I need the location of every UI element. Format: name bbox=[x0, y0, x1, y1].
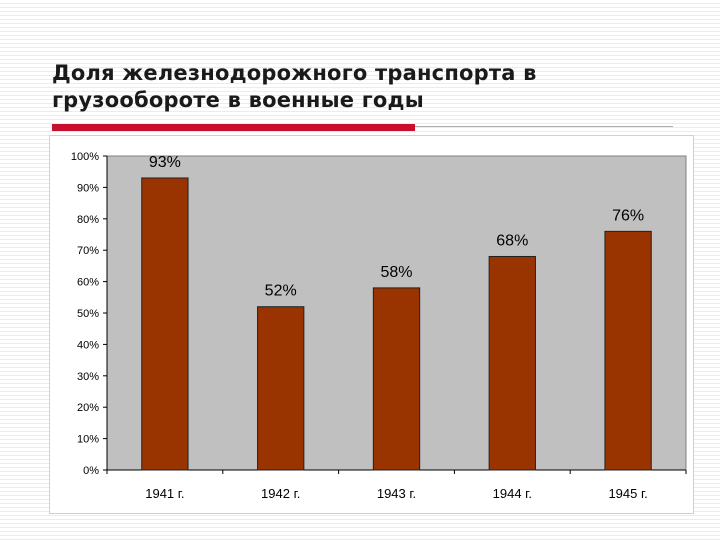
bar bbox=[372, 287, 421, 471]
bar bbox=[604, 230, 652, 471]
x-category-label: 1944 г. bbox=[493, 486, 532, 501]
bar bbox=[257, 306, 305, 471]
y-tick-label: 50% bbox=[77, 308, 99, 320]
slide-title-line-2: грузообороте в военные годы bbox=[52, 88, 424, 112]
bar bbox=[141, 177, 189, 471]
x-category-label: 1941 г. bbox=[145, 486, 184, 501]
x-category-label: 1945 г. bbox=[608, 486, 647, 501]
bar-chart: 0% 10% 20% 30% 40% 50% 60% 70% 80% 90% 100% 93% 1941… bbox=[71, 151, 687, 501]
y-tick-label: 20% bbox=[77, 402, 99, 414]
y-tick-label: 30% bbox=[77, 371, 99, 383]
y-tick-label: 10% bbox=[77, 434, 99, 446]
y-tick-label: 60% bbox=[77, 277, 99, 289]
slide-title-line-1: Доля железнодорожного транспорта в bbox=[52, 61, 537, 85]
data-label: 52% bbox=[265, 283, 297, 300]
chart-frame: 0% 10% 20% 30% 40% 50% 60% 70% 80% 90% 100% 93% 1941… bbox=[49, 135, 694, 514]
bar bbox=[488, 255, 536, 471]
y-tick-label: 0% bbox=[83, 465, 99, 477]
slide-title: Доля железнодорожного транспорта в грузо… bbox=[52, 60, 652, 114]
y-tick-label: 70% bbox=[77, 245, 99, 257]
y-tick-label: 90% bbox=[77, 182, 99, 194]
title-divider-line bbox=[415, 126, 673, 127]
data-label: 68% bbox=[496, 232, 528, 249]
y-tick-label: 80% bbox=[77, 214, 99, 226]
data-label: 58% bbox=[380, 264, 412, 281]
title-accent-bar bbox=[52, 124, 415, 131]
x-category-label: 1943 г. bbox=[377, 486, 416, 501]
data-label: 93% bbox=[149, 154, 181, 171]
y-tick-label: 100% bbox=[71, 151, 99, 163]
data-label: 76% bbox=[612, 207, 644, 224]
y-tick-label: 40% bbox=[77, 339, 99, 351]
x-category-label: 1942 г. bbox=[261, 486, 300, 501]
